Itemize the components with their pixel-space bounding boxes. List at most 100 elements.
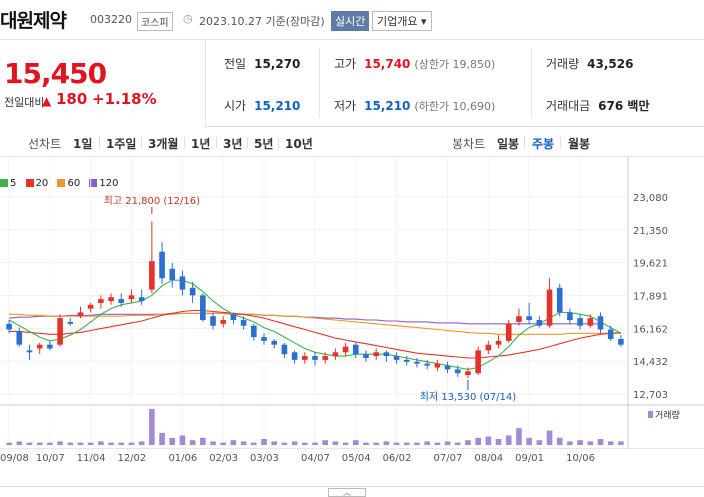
volume-bar — [505, 435, 512, 445]
tab-weekly[interactable]: 주봉 — [532, 137, 555, 151]
stat-amount: 거래대금 676 백만 — [546, 97, 649, 114]
volume-bar — [128, 442, 135, 445]
candle-body — [322, 356, 329, 360]
volume-bar — [149, 409, 155, 445]
candle-body — [77, 312, 84, 317]
date-text: 2023.10.27 기준(장마감) — [199, 15, 325, 28]
stat-high: 고가 15,740 (상한가 19,850) — [334, 55, 495, 72]
price-chart[interactable]: 23,080 21,350 19,621 17,891 16,162 14,432 12,7… — [0, 157, 704, 449]
volume-bar — [118, 442, 125, 445]
stat-value: 43,526 — [587, 57, 634, 71]
x-tick-label: 10/07 — [35, 453, 65, 464]
candle-body — [403, 359, 410, 362]
volume-bar — [67, 442, 74, 445]
volume-bar — [138, 441, 145, 445]
volume-bar — [526, 437, 532, 445]
volume-bar — [363, 442, 369, 445]
candle-body — [169, 268, 176, 281]
volume-bar — [189, 440, 196, 445]
scroll-handle[interactable]: ︿ — [328, 488, 366, 497]
candle-body — [556, 287, 563, 313]
stat-value: 15,210 — [254, 99, 301, 113]
volume-bar — [36, 442, 43, 445]
candle-body — [200, 295, 206, 321]
tab-3y[interactable]: 3년 — [223, 137, 243, 151]
candle-body — [597, 316, 604, 330]
realtime-button[interactable]: 실시간 — [331, 11, 370, 31]
candle-body — [536, 320, 543, 326]
stat-value: 15,210 — [364, 99, 411, 113]
candle-body — [36, 344, 43, 349]
ma-line-60 — [9, 312, 621, 335]
candle-body — [281, 344, 288, 355]
volume-bar — [373, 442, 379, 445]
tab-1w[interactable]: 1주일 — [106, 137, 137, 151]
volume-bar — [332, 441, 339, 445]
candle-body — [526, 316, 532, 321]
volume-bar — [556, 437, 563, 445]
volume-bar — [291, 441, 298, 445]
x-tick-label: 04/07 — [301, 453, 330, 464]
current-price: 15,450 — [4, 57, 107, 90]
volume-bar — [77, 442, 84, 445]
volume-bar — [393, 442, 400, 445]
y-tick-label: 21,350 — [633, 226, 668, 237]
candle-body — [138, 297, 145, 302]
candle-body — [67, 321, 74, 324]
volume-bar — [108, 442, 114, 445]
chart-scrollbar[interactable]: ︿ — [0, 486, 704, 497]
stat-sub: (상한가 19,850) — [414, 58, 496, 71]
tab-monthly[interactable]: 월봉 — [568, 137, 591, 151]
change-label: 전일대비 — [4, 96, 45, 109]
x-tick-label: 02/03 — [209, 453, 239, 464]
stat-label: 저가 — [334, 99, 357, 113]
company-info-button[interactable]: 기업개요 ▾ — [372, 11, 432, 31]
volume-bar — [98, 441, 104, 445]
volume-bar — [597, 439, 604, 445]
candle-body — [485, 344, 492, 351]
tab-10y[interactable]: 10년 — [285, 137, 313, 151]
candle-body — [26, 350, 33, 353]
volume-bar — [587, 441, 594, 445]
x-tick-label: 11/04 — [76, 453, 106, 464]
x-tick-label: 01/06 — [168, 453, 198, 464]
candle-body — [393, 356, 400, 360]
tab-daily[interactable]: 일봉 — [497, 137, 520, 151]
candle-body — [210, 316, 216, 326]
volume-bar — [230, 440, 237, 445]
tab-1y[interactable]: 1년 — [191, 137, 211, 151]
volume-bar — [516, 428, 522, 445]
x-tick-label: 09/01 — [515, 453, 544, 464]
stat-label: 고가 — [334, 57, 357, 71]
volume-bar — [444, 441, 451, 445]
volume-bar — [352, 440, 359, 445]
candle-body — [465, 371, 471, 376]
x-tick-label: 10/06 — [566, 453, 595, 464]
candle-body — [424, 363, 430, 366]
volume-bar — [607, 441, 614, 445]
stat-volume: 거래량 43,526 — [546, 55, 633, 72]
volume-bar — [6, 442, 12, 445]
volume-bar — [200, 437, 206, 445]
stat-open: 시가 15,210 — [224, 97, 300, 114]
tab-5y[interactable]: 5년 — [254, 137, 274, 151]
volume-bar — [434, 442, 441, 445]
candle-body — [16, 331, 23, 345]
candle-body — [291, 352, 298, 360]
price-change: 180 — [56, 90, 88, 108]
candle-body — [414, 361, 420, 364]
ma-line-120 — [9, 312, 601, 325]
y-tick-label: 12,703 — [633, 390, 668, 401]
tab-1d[interactable]: 1일 — [73, 137, 93, 151]
stat-label: 거래량 — [546, 57, 580, 71]
volume-bar — [546, 430, 553, 445]
ma-line-20 — [9, 309, 621, 359]
volume-bar — [403, 442, 410, 445]
volume-bar — [47, 442, 53, 445]
x-tick-label: 07/07 — [433, 453, 463, 464]
candle-body — [230, 314, 237, 321]
volume-bar — [618, 441, 624, 445]
market-badge: 코스피 — [137, 12, 173, 31]
volume-bar — [475, 437, 481, 445]
tab-3m[interactable]: 3개월 — [148, 137, 179, 151]
